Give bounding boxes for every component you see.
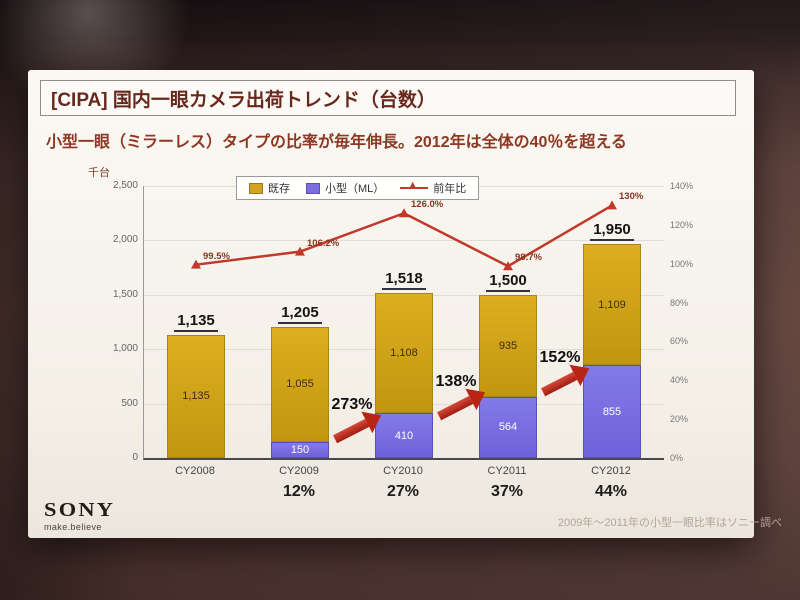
small-series-swatch-icon <box>306 182 320 194</box>
bar-total-label: 1,135 <box>151 311 241 332</box>
growth-percent-label: 138% <box>435 373 477 391</box>
bar-value-label-small: 855 <box>602 405 622 418</box>
bar-segment-small <box>479 396 537 458</box>
yoy-marker-icon <box>295 246 305 256</box>
y-axis-tick-label: 1,500 <box>112 288 138 300</box>
chart-area: 千台 既存 小型（ML） ▲ 前年比 1,135 1,135 150 1,055 1,2… <box>38 156 744 522</box>
growth-arrow-icon <box>538 357 598 397</box>
bar-value-label-existing: 1,108 <box>390 347 418 360</box>
x-axis-category-label: CY2012 <box>591 465 631 477</box>
bar-value-label-existing: 1,109 <box>598 298 626 311</box>
source-note: 2009年～2011年の小型一眼比率はソニー調べ <box>557 517 782 529</box>
bar-segment-small <box>375 413 433 458</box>
bar-segment-existing <box>375 292 433 414</box>
bar-segment-small <box>271 441 329 458</box>
legend-item-yoy: ▲ 前年比 <box>400 180 466 196</box>
bar-total-label: 1,205 <box>255 303 345 324</box>
sony-logo-text: SONY <box>44 499 116 521</box>
share-percent-label: 44% <box>594 483 628 500</box>
y2-axis-tick-label: 20% <box>670 414 689 425</box>
existing-series-swatch-icon <box>249 182 263 194</box>
yoy-marker-icon <box>191 259 201 269</box>
share-percent-label: 27% <box>386 483 420 500</box>
y2-axis-tick-label: 40% <box>670 375 689 386</box>
gridline <box>144 240 664 242</box>
yoy-line-legend-icon: ▲ <box>400 180 429 193</box>
bar-value-label-small: 564 <box>498 421 518 434</box>
y-axis-tick-label: 500 <box>121 397 138 409</box>
x-axis-category-label: CY2010 <box>383 465 423 477</box>
y2-axis-tick-label: 120% <box>670 219 694 230</box>
yoy-value-label: 99.5% <box>203 250 230 262</box>
y-axis-tick-label: 2,000 <box>112 234 138 246</box>
y2-axis-tick-label: 140% <box>670 181 694 191</box>
x-axis-category-label: CY2009 <box>279 465 319 477</box>
growth-percent-label: 152% <box>539 348 581 366</box>
y-axis-tick-label: 2,500 <box>112 180 138 191</box>
y2-axis-tick-label: 60% <box>670 336 689 347</box>
legend-label-yoy: 前年比 <box>433 183 467 195</box>
growth-arrow-icon <box>434 381 494 421</box>
sony-tagline: make.believe <box>44 522 102 532</box>
bar-value-label-existing: 1,055 <box>286 378 314 391</box>
yoy-value-label: 98.7% <box>515 252 542 264</box>
bar-total-label: 1,518 <box>359 269 449 290</box>
yoy-value-label: 126.0% <box>411 199 444 211</box>
legend-label-small: 小型（ML） <box>325 183 385 195</box>
growth-percent-label: 273% <box>331 395 373 413</box>
bar-segment-existing <box>271 326 329 442</box>
yoy-line-chart <box>191 200 617 271</box>
yoy-value-label: 130% <box>619 191 644 203</box>
bar-total-label: 1,950 <box>567 221 657 242</box>
y2-axis-tick-label: 100% <box>670 258 694 269</box>
bar-segment-existing <box>167 334 225 458</box>
bar-value-label-existing: 1,135 <box>182 390 210 403</box>
slide-title-box: [CIPA] 国内一眼カメラ出荷トレンド（台数） <box>40 80 736 116</box>
yoy-marker-icon <box>399 208 409 218</box>
legend-label-existing: 既存 <box>268 183 290 195</box>
yoy-marker-icon <box>503 261 513 271</box>
growth-arrow-icon <box>330 404 390 444</box>
bar-segment-existing <box>583 244 641 365</box>
yoy-value-label: 106.2% <box>307 237 340 249</box>
legend-item-small: 小型（ML） <box>306 180 384 196</box>
slide-subtitle: 小型一眼（ミラーレス）タイプの比率が毎年伸長。2012年は全体の40％を超える <box>46 134 627 151</box>
bar-value-label-small: 410 <box>394 429 414 442</box>
bar-value-label-small: 150 <box>290 443 310 456</box>
x-axis-category-label: CY2008 <box>175 465 215 477</box>
bar-segment-small <box>583 364 641 458</box>
x-axis-category-label: CY2011 <box>487 465 527 477</box>
sony-logo: SONY make.believe <box>44 499 113 532</box>
bar-total-label: 1,500 <box>463 271 553 292</box>
y2-axis-tick-label: 0% <box>670 453 684 463</box>
presentation-slide: [CIPA] 国内一眼カメラ出荷トレンド（台数） 小型一眼（ミラーレス）タイプの… <box>28 70 754 538</box>
y-axis-tick-label: 1,000 <box>112 343 138 355</box>
slide-title: [CIPA] 国内一眼カメラ出荷トレンド（台数） <box>51 89 436 111</box>
chart-legend: 既存 小型（ML） ▲ 前年比 <box>236 176 480 200</box>
yoy-marker-icon <box>607 200 617 210</box>
y-axis-unit-label: 千台 <box>88 167 110 179</box>
y2-axis-tick-label: 80% <box>670 297 689 308</box>
plot-area: 1,135 1,135 150 1,055 1,205 410 1,108 1,518 564 9… <box>143 186 664 460</box>
bar-segment-existing <box>479 294 537 397</box>
share-percent-label: 37% <box>490 483 524 500</box>
legend-item-existing: 既存 <box>249 180 290 196</box>
share-percent-label: 12% <box>282 483 316 500</box>
bar-value-label-existing: 935 <box>498 339 518 352</box>
y-axis-tick-label: 0 <box>132 452 138 463</box>
